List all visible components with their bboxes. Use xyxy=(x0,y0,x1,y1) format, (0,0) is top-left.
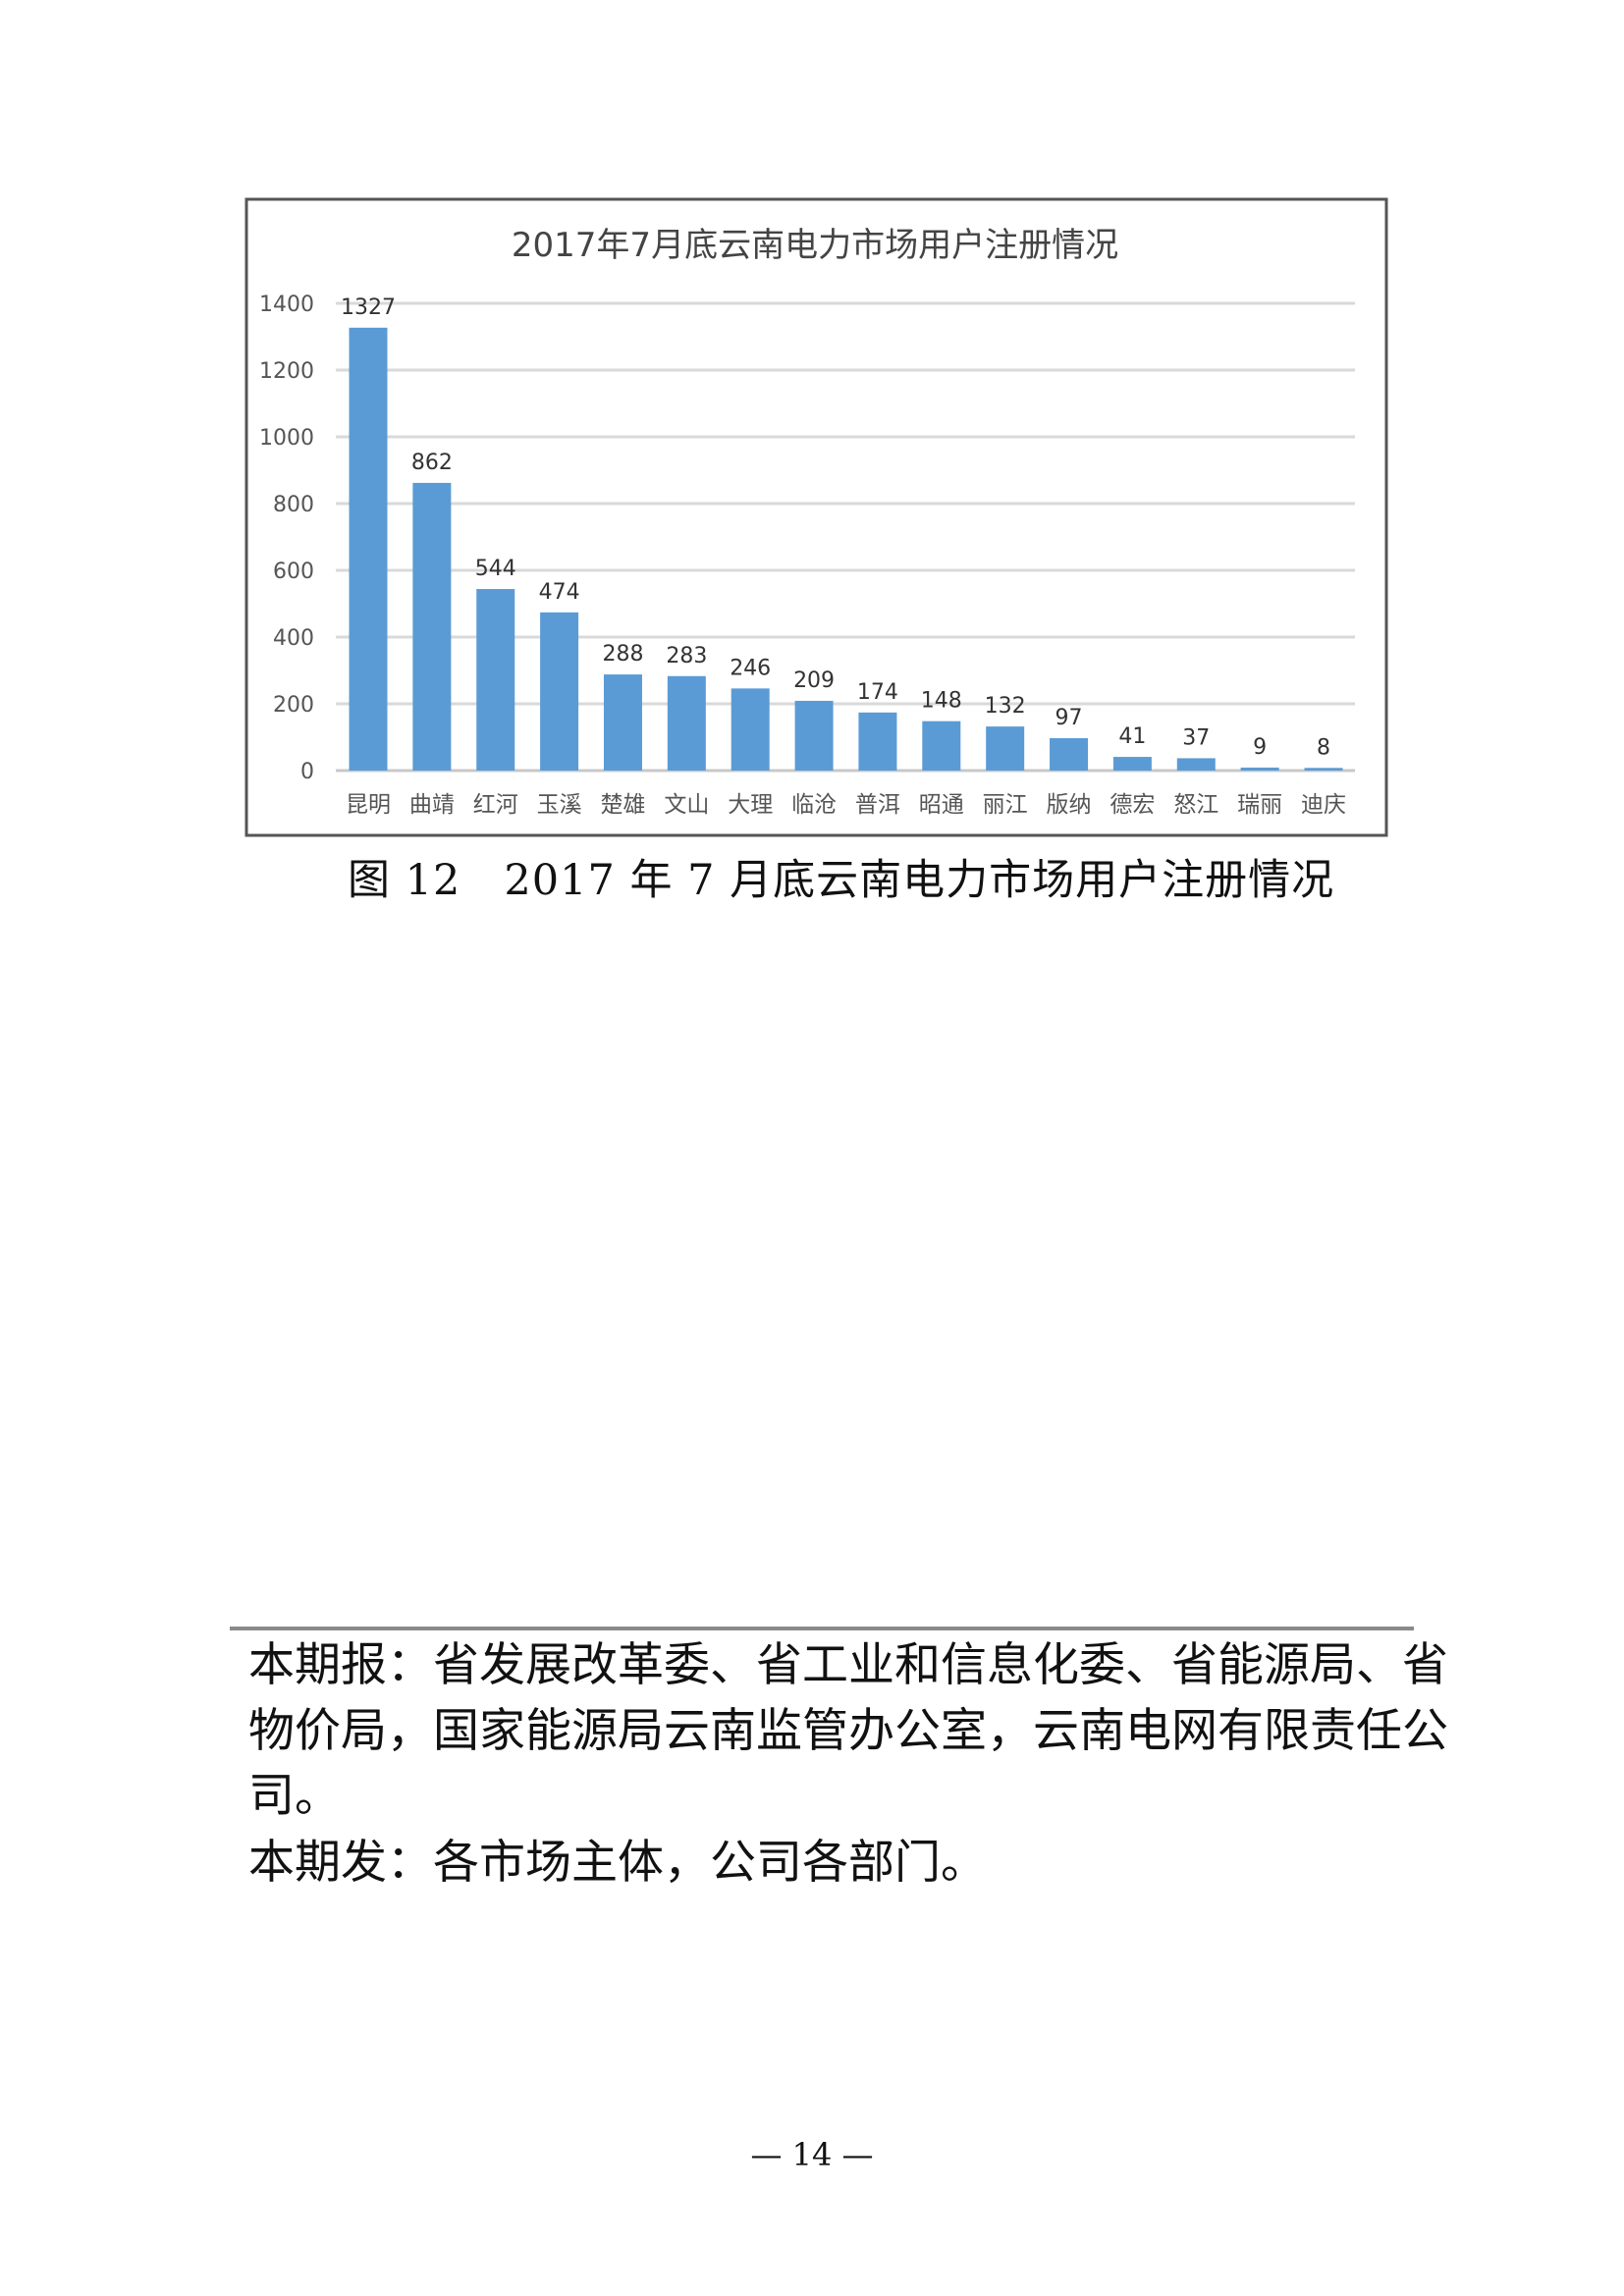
bar xyxy=(986,726,1025,771)
y-tick-label: 200 xyxy=(273,693,314,718)
data-label: 97 xyxy=(1056,706,1083,730)
category-label: 德宏 xyxy=(1110,792,1155,818)
bar xyxy=(1240,767,1279,771)
category-label: 曲靖 xyxy=(409,792,455,818)
bar xyxy=(540,612,579,771)
data-label: 246 xyxy=(730,656,771,680)
bar xyxy=(1304,768,1343,771)
data-label: 132 xyxy=(985,694,1026,719)
data-label: 37 xyxy=(1182,725,1210,750)
data-label: 174 xyxy=(857,680,898,705)
data-label: 8 xyxy=(1317,735,1330,760)
data-label: 9 xyxy=(1253,735,1267,760)
data-label: 288 xyxy=(602,642,643,667)
bar xyxy=(412,482,452,771)
bar-chart: 2017年7月底云南电力市场用户注册情况 0 200 400 600 800 1000 12… xyxy=(244,197,1388,837)
y-tick-label: 400 xyxy=(273,626,314,651)
category-label: 瑞丽 xyxy=(1237,792,1282,818)
chart-title: 2017年7月底云南电力市场用户注册情况 xyxy=(512,226,1118,265)
bar xyxy=(1050,738,1089,771)
category-label: 昭通 xyxy=(919,792,964,818)
data-label: 283 xyxy=(666,644,707,668)
category-label: 版纳 xyxy=(1047,792,1092,818)
category-label: 楚雄 xyxy=(600,792,645,818)
data-label: 862 xyxy=(411,451,453,475)
y-tick-label: 1000 xyxy=(259,426,314,451)
page-number: — 14 — xyxy=(750,2136,874,2173)
bar xyxy=(1112,757,1152,771)
bar xyxy=(858,712,897,771)
category-label: 怒江 xyxy=(1173,792,1218,818)
category-label: 文山 xyxy=(664,792,709,818)
category-label: 昆明 xyxy=(346,792,391,818)
y-tick-label: 1400 xyxy=(259,293,314,317)
bar xyxy=(922,721,961,771)
data-label: 544 xyxy=(475,557,516,581)
distribution-line: 本期发：各市场主体，公司各部门。 xyxy=(248,1836,987,1890)
data-label: 209 xyxy=(793,668,835,693)
data-label: 1327 xyxy=(341,295,396,320)
y-tick-label: 0 xyxy=(300,760,314,784)
bar xyxy=(476,589,515,771)
bar xyxy=(731,688,770,771)
category-label: 迪庆 xyxy=(1301,792,1346,818)
distribution-line: 物价局，国家能源局云南监管办公室，云南电网有限责任公 xyxy=(248,1704,1448,1758)
figure-caption: 图 12 2017 年 7 月底云南电力市场用户注册情况 xyxy=(348,856,1335,905)
data-label: 148 xyxy=(921,689,962,714)
bar xyxy=(349,327,388,771)
category-label: 红河 xyxy=(473,792,518,818)
bar xyxy=(667,675,706,771)
bar xyxy=(1176,758,1216,771)
bar xyxy=(603,674,642,771)
distribution-line: 司。 xyxy=(248,1769,341,1823)
y-tick-label: 800 xyxy=(273,493,314,517)
data-label: 41 xyxy=(1118,724,1146,749)
category-label: 临沧 xyxy=(791,792,837,818)
data-label: 474 xyxy=(539,580,580,605)
category-label: 大理 xyxy=(728,792,773,818)
category-label: 丽江 xyxy=(983,792,1028,818)
category-label: 普洱 xyxy=(855,792,900,818)
divider xyxy=(230,1627,1414,1630)
y-tick-label: 1200 xyxy=(259,359,314,384)
bar xyxy=(794,700,834,771)
y-tick-label: 600 xyxy=(273,560,314,584)
distribution-line: 本期报：省发展改革委、省工业和信息化委、省能源局、省 xyxy=(248,1638,1448,1692)
category-label: 玉溪 xyxy=(537,792,582,818)
